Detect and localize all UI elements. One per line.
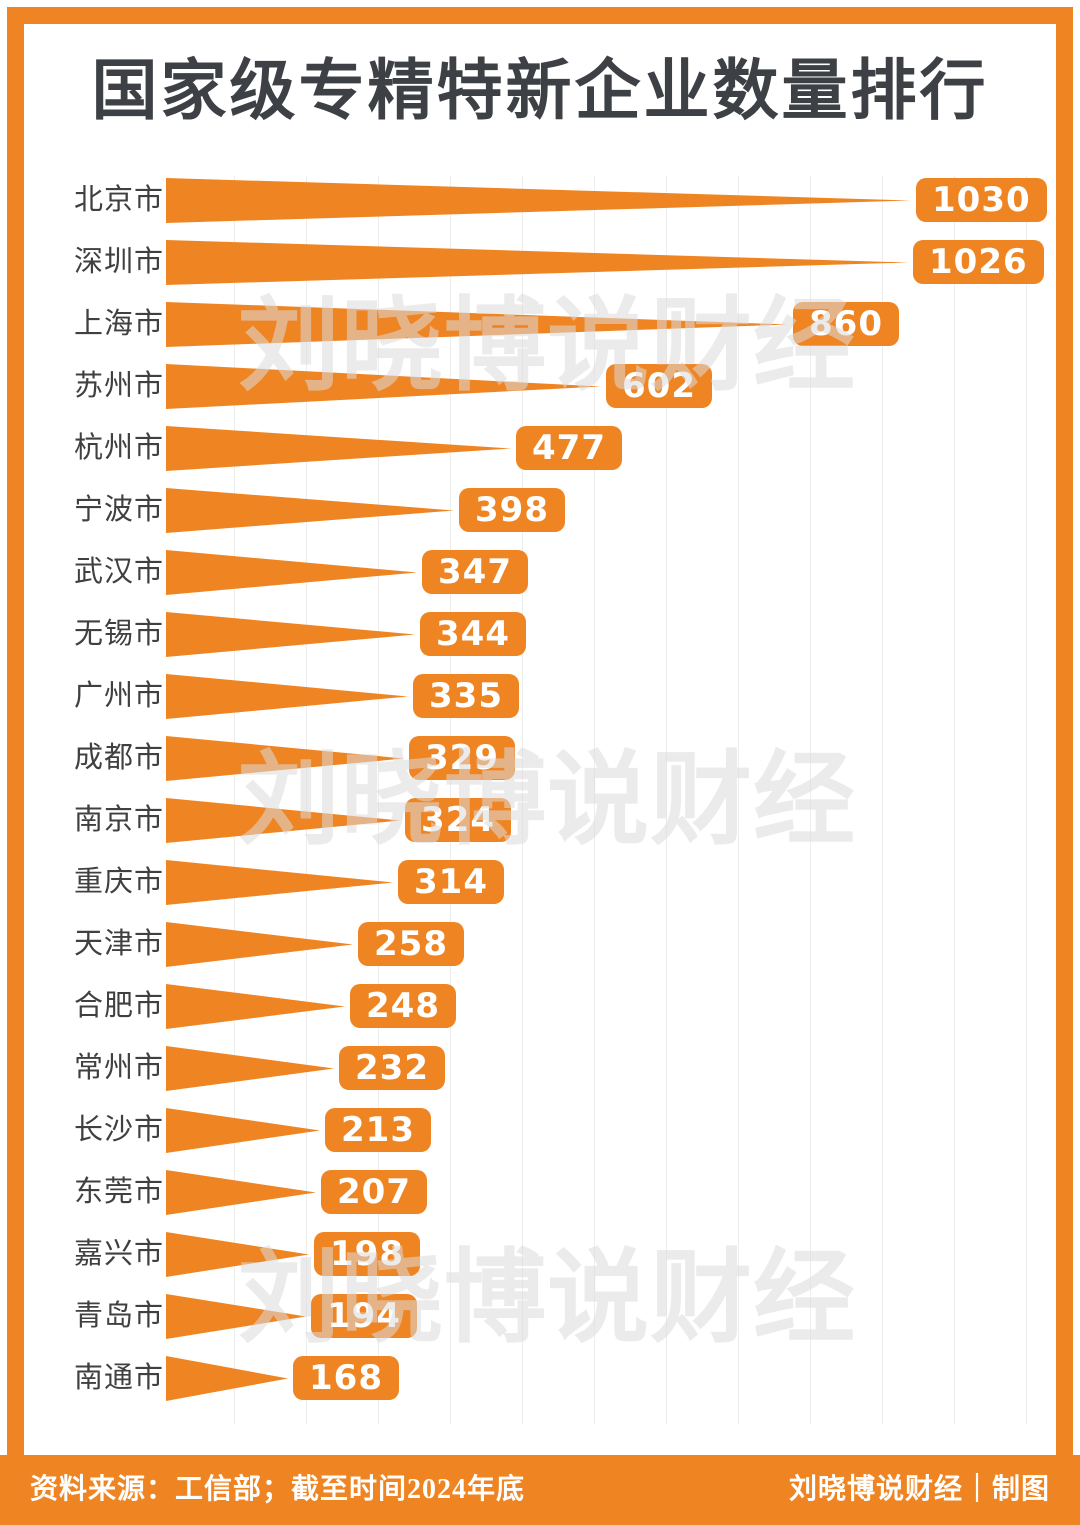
bar-wedge (166, 984, 345, 1029)
chart-row: 成都市 329 (0, 736, 1080, 781)
value-badge: 198 (314, 1232, 420, 1276)
value-badge: 324 (405, 798, 511, 842)
chart-row: 宁波市 398 (0, 488, 1080, 533)
frame-border-top (7, 7, 1073, 24)
gridline (234, 176, 235, 1424)
category-label: 宁波市 (74, 494, 165, 526)
value-badge: 232 (339, 1046, 445, 1090)
category-label: 上海市 (74, 308, 165, 340)
bar-wedge (166, 426, 511, 471)
value-badge: 1026 (913, 240, 1044, 284)
chart-row: 青岛市 194 (0, 1294, 1080, 1339)
bar-wedge (166, 178, 911, 223)
chart-row: 长沙市 213 (0, 1108, 1080, 1153)
value-badge: 329 (409, 736, 515, 780)
category-label: 无锡市 (74, 618, 165, 650)
category-label: 天津市 (74, 928, 165, 960)
category-label: 北京市 (74, 184, 165, 216)
value-badge: 398 (459, 488, 565, 532)
value-badge: 477 (516, 426, 622, 470)
bar-wedge (166, 302, 788, 347)
value-badge: 314 (398, 860, 504, 904)
value-badge: 344 (420, 612, 526, 656)
bar-wedge (166, 1046, 334, 1091)
category-label: 武汉市 (74, 556, 165, 588)
value-badge: 1030 (916, 178, 1047, 222)
value-badge: 335 (413, 674, 519, 718)
value-badge: 248 (350, 984, 456, 1028)
gridline (378, 176, 379, 1424)
credit-note: 刘晓博说财经｜制图 (788, 1474, 1050, 1505)
chart-row: 东莞市 207 (0, 1170, 1080, 1215)
value-badge: 347 (422, 550, 528, 594)
chart-row: 深圳市 1026 (0, 240, 1080, 285)
chart-row: 合肥市 248 (0, 984, 1080, 1029)
bar-wedge (166, 674, 408, 719)
gridline (810, 176, 811, 1424)
category-label: 合肥市 (74, 990, 165, 1022)
bar-wedge (166, 1170, 316, 1215)
chart-row: 武汉市 347 (0, 550, 1080, 595)
category-label: 东莞市 (74, 1176, 165, 1208)
category-label: 南京市 (74, 804, 165, 836)
bar-chart: 北京市 1030 深圳市 1026 上海市 860 苏州市 602 杭州市 477 宁波市 398 武汉… (0, 176, 1080, 1424)
category-label: 苏州市 (74, 370, 165, 402)
bar-wedge (166, 1356, 288, 1401)
chart-row: 南通市 168 (0, 1356, 1080, 1401)
chart-row: 常州市 232 (0, 1046, 1080, 1091)
chart-row: 无锡市 344 (0, 612, 1080, 657)
bar-wedge (166, 550, 417, 595)
chart-row: 嘉兴市 198 (0, 1232, 1080, 1277)
bar-wedge (166, 240, 908, 285)
gridline (594, 176, 595, 1424)
gridline (666, 176, 667, 1424)
gridline (954, 176, 955, 1424)
bar-wedge (166, 612, 415, 657)
value-badge: 194 (311, 1294, 417, 1338)
category-label: 广州市 (74, 680, 165, 712)
gridline (882, 176, 883, 1424)
page-title: 国家级专精特新企业数量排行 (91, 55, 989, 128)
value-badge: 602 (606, 364, 712, 408)
bar-wedge (166, 1108, 320, 1153)
gridline (306, 176, 307, 1424)
value-badge: 207 (321, 1170, 427, 1214)
category-label: 南通市 (74, 1362, 165, 1394)
bar-wedge (166, 736, 404, 781)
gridline (738, 176, 739, 1424)
category-label: 成都市 (74, 742, 165, 774)
bar-wedge (166, 922, 353, 967)
chart-row: 重庆市 314 (0, 860, 1080, 905)
category-label: 嘉兴市 (74, 1238, 165, 1270)
gridline (522, 176, 523, 1424)
value-badge: 258 (358, 922, 464, 966)
bar-wedge (166, 798, 400, 843)
category-label: 常州市 (74, 1052, 165, 1084)
frame-border-right (1056, 7, 1073, 1455)
category-label: 重庆市 (74, 866, 165, 898)
value-badge: 860 (793, 302, 899, 346)
bar-wedge (166, 1294, 306, 1339)
chart-row: 北京市 1030 (0, 178, 1080, 223)
chart-row: 上海市 860 (0, 302, 1080, 347)
category-label: 杭州市 (74, 432, 165, 464)
bar-wedge (166, 1232, 309, 1277)
chart-row: 南京市 324 (0, 798, 1080, 843)
category-label: 长沙市 (74, 1114, 165, 1146)
frame-border-left (7, 7, 24, 1455)
value-badge: 168 (293, 1356, 399, 1400)
value-badge: 213 (325, 1108, 431, 1152)
chart-row: 广州市 335 (0, 674, 1080, 719)
gridline (1026, 176, 1027, 1424)
chart-row: 苏州市 602 (0, 364, 1080, 409)
chart-row: 杭州市 477 (0, 426, 1080, 471)
category-label: 青岛市 (74, 1300, 165, 1332)
source-note: 资料来源：工信部；截至时间2024年底 (30, 1474, 526, 1505)
chart-row: 天津市 258 (0, 922, 1080, 967)
bar-wedge (166, 860, 393, 905)
category-label: 深圳市 (74, 246, 165, 278)
bar-wedge (166, 488, 454, 533)
bar-wedge (166, 364, 601, 409)
footer-bar: 资料来源：工信部；截至时间2024年底 刘晓博说财经｜制图 (0, 1455, 1080, 1525)
